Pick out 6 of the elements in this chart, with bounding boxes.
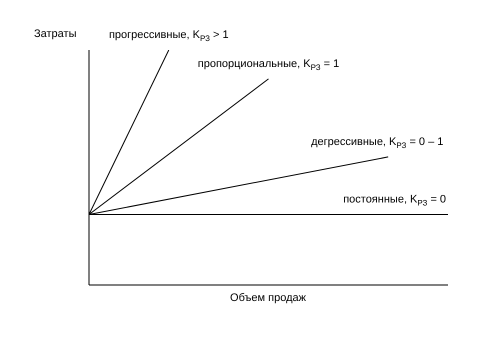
x-axis-title: Объем продаж: [229, 292, 307, 304]
series-label: пропорциональные, K$_{РЗ}$ = 1: [198, 58, 340, 72]
series-label: дегрессивные, K$_{РЗ}$ = 0 – 1: [311, 136, 444, 150]
series-label: прогрессивные, K$_{РЗ}$ > 1: [108, 29, 229, 43]
y-axis-title: Затраты: [34, 28, 76, 40]
series-label: постоянные, K$_{РЗ}$ = 0: [343, 194, 446, 208]
